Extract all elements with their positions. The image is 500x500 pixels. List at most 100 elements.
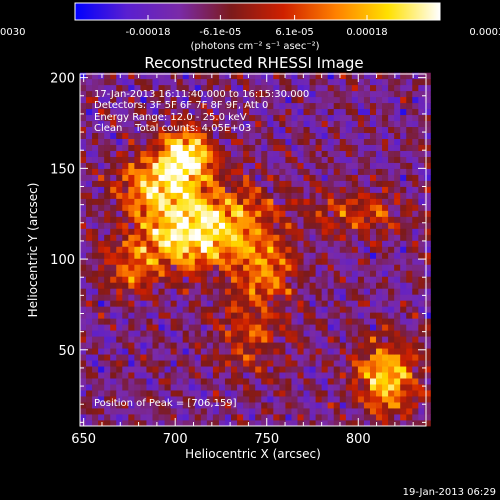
heatmap-cell (339, 330, 347, 337)
heatmap-cell (158, 204, 165, 211)
heatmap-cell (315, 294, 323, 301)
heatmap-cell (140, 276, 147, 283)
heatmap-cell (297, 342, 304, 349)
heatmap-cell (424, 252, 431, 259)
heatmap-cell (98, 252, 105, 259)
heatmap-cell (92, 72, 99, 80)
heatmap-cell (231, 234, 238, 241)
heatmap-cell (369, 264, 377, 271)
heatmap-cell (394, 168, 401, 175)
heatmap-cell (363, 348, 371, 355)
heatmap-cell (376, 330, 383, 337)
heatmap-cell (351, 210, 359, 217)
heatmap-cell (303, 150, 310, 157)
heatmap-cell (110, 120, 117, 128)
heatmap-cell (279, 228, 286, 235)
heatmap-cell (176, 390, 184, 397)
heatmap-cell (176, 372, 184, 379)
heatmap-cell (273, 240, 280, 247)
heatmap-cell (388, 396, 395, 403)
heatmap-cell (218, 204, 226, 211)
heatmap-cell (231, 354, 238, 361)
heatmap-cell (158, 90, 165, 98)
heatmap-cell (255, 312, 262, 319)
heatmap-cell (400, 228, 407, 235)
heatmap-cell (345, 90, 353, 98)
heatmap-cell (363, 294, 371, 301)
heatmap-cell (212, 228, 220, 235)
heatmap-cell (182, 330, 190, 337)
heatmap-cell (315, 222, 323, 229)
heatmap-cell (273, 78, 280, 86)
heatmap-cell (327, 246, 335, 253)
heatmap-cell (376, 390, 383, 397)
heatmap-cell (255, 138, 262, 145)
heatmap-cell (412, 258, 419, 265)
heatmap-cell (400, 192, 407, 199)
heatmap-cell (357, 330, 365, 337)
heatmap-cell (339, 114, 347, 122)
heatmap-cell (376, 324, 383, 331)
heatmap-cell (321, 288, 329, 295)
heatmap-cell (388, 90, 395, 98)
heatmap-cell (98, 234, 105, 241)
heatmap-cell (327, 270, 335, 277)
heatmap-cell (80, 378, 87, 385)
heatmap-cell (182, 378, 190, 385)
heatmap-cell (194, 102, 202, 110)
heatmap-cell (104, 366, 111, 373)
heatmap-cell (200, 186, 208, 193)
heatmap-cell (279, 150, 286, 157)
heatmap-cell (80, 294, 87, 301)
heatmap-cell (400, 162, 407, 169)
heatmap-cell (122, 276, 129, 283)
heatmap-cell (188, 228, 196, 235)
heatmap-cell (188, 420, 196, 427)
heatmap-cell (206, 396, 214, 403)
heatmap-cell (339, 336, 347, 343)
heatmap-cell (291, 72, 298, 80)
heatmap-cell (285, 90, 292, 98)
heatmap-cell (218, 72, 226, 80)
heatmap-cell (369, 390, 377, 397)
heatmap-cell (315, 384, 323, 391)
heatmap-cell (309, 120, 317, 128)
heatmap-cell (249, 282, 256, 289)
heatmap-cell (303, 294, 310, 301)
heatmap-cell (200, 390, 208, 397)
heatmap-cell (333, 354, 341, 361)
heatmap-cell (140, 246, 147, 253)
heatmap-cell (327, 96, 335, 104)
heatmap-cell (170, 222, 178, 229)
heatmap-cell (388, 294, 395, 301)
heatmap-cell (224, 336, 232, 343)
heatmap-cell (382, 168, 389, 175)
heatmap-cell (321, 360, 329, 367)
heatmap-cell (285, 114, 292, 122)
heatmap-cell (369, 114, 377, 122)
heatmap-cell (412, 384, 419, 391)
heatmap-cell (116, 186, 123, 193)
heatmap-cell (176, 150, 184, 157)
heatmap-cell (261, 270, 268, 277)
heatmap-cell (212, 210, 220, 217)
heatmap-cell (237, 192, 244, 199)
heatmap-cell (134, 120, 141, 128)
heatmap-cell (224, 108, 232, 116)
heatmap-cell (152, 330, 159, 337)
heatmap-cell (261, 90, 268, 98)
heatmap-cell (128, 258, 135, 265)
heatmap-cell (212, 390, 220, 397)
heatmap-cell (212, 288, 220, 295)
heatmap-cell (206, 384, 214, 391)
heatmap-cell (224, 84, 232, 92)
colorbar: -0.00030-0.00018-6.1e-056.1e-050.000180.… (0, 2, 500, 52)
heatmap-cell (80, 384, 87, 391)
heatmap-cell (188, 132, 196, 139)
heatmap-cell (110, 306, 117, 313)
heatmap-cell (267, 378, 274, 385)
heatmap-cell (224, 198, 232, 205)
heatmap-cell (98, 198, 105, 205)
heatmap-cell (182, 240, 190, 247)
heatmap-cell (351, 288, 359, 295)
